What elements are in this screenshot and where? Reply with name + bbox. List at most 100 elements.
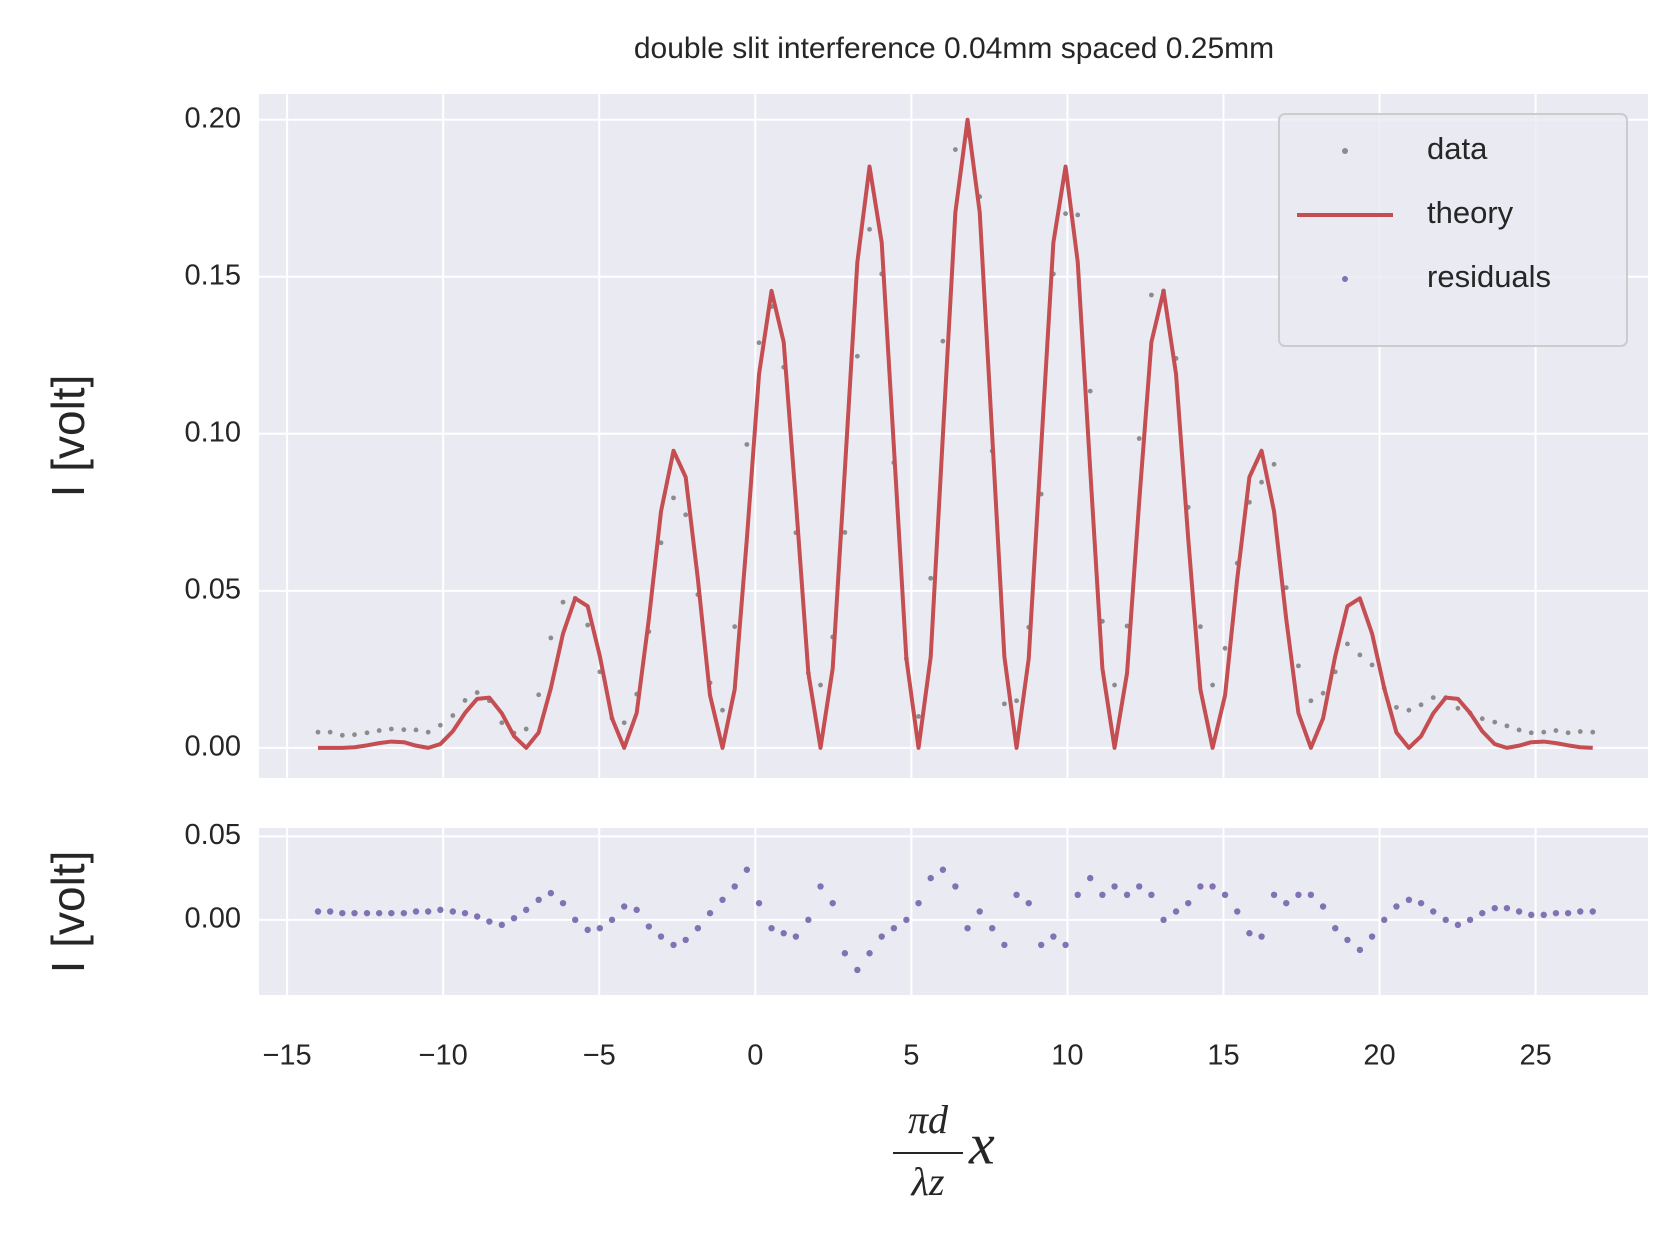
data-point [1393, 903, 1400, 910]
data-point [1246, 930, 1253, 937]
data-point [1565, 730, 1571, 736]
data-point [1172, 908, 1180, 915]
legend-marker [1342, 148, 1348, 154]
data-point [1136, 436, 1142, 441]
x-tick-label: −15 [262, 1040, 311, 1072]
data-point [1185, 899, 1192, 907]
data-point [1050, 933, 1057, 940]
data-point [683, 512, 689, 518]
data-point [1014, 698, 1019, 704]
data-point [1210, 682, 1215, 688]
data-point [694, 925, 702, 932]
data-point [1345, 641, 1350, 647]
data-point [1160, 916, 1167, 924]
data-point [1552, 909, 1560, 917]
data-point [1564, 909, 1572, 917]
data-point [842, 530, 848, 535]
data-point [1222, 645, 1228, 651]
data-point [1025, 899, 1032, 907]
data-point [1062, 941, 1069, 949]
x-tick-label: 0 [747, 1040, 763, 1072]
x-tick-label: 10 [1051, 1040, 1083, 1072]
data-point [731, 883, 738, 890]
data-point [1577, 908, 1584, 915]
data-point [1516, 727, 1522, 733]
data-point [645, 923, 653, 930]
data-point [1209, 883, 1216, 890]
data-point [1553, 728, 1559, 733]
data-point [989, 925, 996, 932]
data-point [1332, 925, 1339, 932]
data-point [413, 727, 419, 733]
data-point [940, 338, 946, 344]
y-tick-label: 0.05 [185, 573, 241, 605]
data-point [1405, 896, 1413, 904]
data-point [841, 950, 849, 957]
data-point [437, 722, 443, 728]
data-point [535, 896, 542, 904]
legend-label: residuals [1427, 259, 1551, 294]
y-tick-label: 0.00 [185, 731, 241, 763]
data-point [1197, 624, 1203, 630]
data-point [1577, 729, 1583, 734]
x-tick-label: −10 [419, 1040, 468, 1072]
data-point [1001, 941, 1008, 949]
data-point [1111, 883, 1118, 890]
data-point [560, 599, 566, 605]
data-point [363, 909, 371, 917]
data-point [1013, 891, 1020, 898]
data-point [425, 729, 431, 735]
data-point [927, 874, 934, 882]
theory-line [317, 117, 1593, 750]
data-point [939, 866, 947, 873]
data-point [1515, 908, 1523, 915]
data-point [743, 866, 751, 873]
data-point [878, 933, 885, 940]
data-point [1466, 916, 1474, 924]
data-point [548, 635, 554, 641]
data-point [1454, 921, 1462, 929]
data-point [732, 624, 738, 630]
data-point [499, 720, 505, 726]
data-point [768, 925, 775, 932]
data-point [1528, 911, 1535, 919]
data-point [1455, 705, 1461, 711]
grid [259, 94, 1648, 995]
data-point [854, 966, 861, 974]
data-point [450, 713, 456, 718]
y-axis-label: I [volt] [42, 375, 94, 498]
data-point [522, 906, 530, 914]
data-point [1087, 388, 1093, 394]
data-point [1197, 883, 1204, 890]
data-point [1430, 908, 1437, 915]
data-point [388, 726, 394, 732]
data-point [596, 925, 604, 932]
data-point [1417, 899, 1425, 907]
data-point [1356, 946, 1364, 954]
data-point [559, 899, 567, 907]
x-tick-label: 25 [1519, 1040, 1551, 1072]
data-point [1099, 891, 1106, 898]
legend-marker [1342, 276, 1348, 282]
data-point [854, 353, 860, 359]
data-point [1234, 908, 1241, 915]
data-point [1357, 652, 1363, 658]
data-point [326, 908, 334, 915]
data-point [608, 916, 616, 924]
data-point [1504, 723, 1510, 729]
data-point [792, 933, 800, 940]
data-point [719, 896, 726, 904]
data-point [1430, 695, 1436, 701]
y2-tick-label: 0.05 [185, 819, 241, 851]
data-point [1406, 707, 1412, 713]
data-point [916, 714, 921, 719]
data-point [1308, 698, 1314, 704]
data-point [1296, 663, 1301, 669]
data-point [510, 914, 518, 922]
data-point [657, 933, 665, 940]
data-point [1541, 729, 1547, 735]
data-point [1038, 941, 1045, 949]
data-point [1590, 729, 1596, 735]
data-point [1589, 908, 1596, 915]
data-point [1479, 909, 1486, 917]
